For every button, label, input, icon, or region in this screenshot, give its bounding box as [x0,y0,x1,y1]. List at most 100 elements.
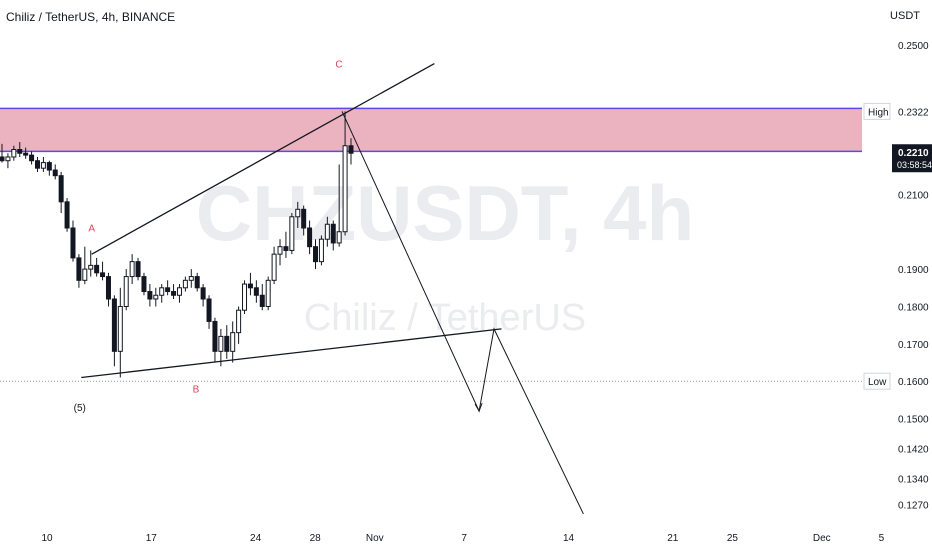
y-tick-label: 0.1500 [898,415,929,426]
x-tick-label: 21 [667,533,679,544]
high-tag-text: High [868,107,889,118]
candle-body [141,276,147,293]
candle-body [324,223,330,240]
candle-body [247,283,253,289]
candle-body [176,287,182,296]
high-tag-box [863,102,891,120]
x-tick-label: Nov [366,533,384,544]
low-tag-box [863,372,891,390]
candle-body [236,309,242,334]
currency-label: USDT [890,10,920,22]
candle-body [117,305,123,352]
candle-body [295,208,301,218]
candle-body [100,272,106,278]
last-price-value: 0.2210 [898,148,929,159]
candle-body [70,227,76,259]
resistance-zone [0,108,862,152]
candle-body [52,169,58,177]
candle-body [348,145,354,154]
candle-body [0,156,5,162]
candle-body [165,287,171,293]
candle-body [218,335,224,352]
wave-label-A: A [88,224,95,235]
candle-body [147,291,153,300]
x-tick-label: 25 [727,533,739,544]
candle-body [342,145,348,233]
candle-body [289,216,295,251]
candle-body [58,175,64,203]
candle-body [318,238,324,263]
high-tag-value: 0.2322 [898,107,929,118]
wave-label-B: B [193,384,200,395]
candle-body [88,264,94,270]
x-tick-label: Dec [813,533,831,544]
candle-body [40,162,46,169]
trendline-lower[interactable] [81,328,502,379]
projection-arrowhead [474,402,483,413]
candle-body [188,276,194,281]
projection-path[interactable] [341,111,584,515]
candle-body [64,201,70,229]
candle-body [265,279,271,307]
candle-body [11,149,17,158]
candle-body [29,154,35,162]
low-tag-value: 0.1600 [898,377,929,388]
candle-body [259,294,265,307]
y-tick-label: 0.1900 [898,265,929,276]
candle-body [307,227,313,248]
countdown-value: 03:58:54 [897,160,932,170]
candle-body [5,156,11,162]
price-axis[interactable] [862,0,932,550]
candle-body [330,223,336,244]
candle-body [171,291,177,296]
candle-body [153,294,159,300]
candle-body [277,246,283,255]
candle-body [206,298,212,322]
x-tick-label: 28 [310,533,322,544]
candle-body [129,261,135,278]
time-axis[interactable] [0,527,932,550]
candle-body [123,276,129,307]
x-tick-label: 10 [41,533,53,544]
watermark-symbol: CHZUSDT, 4h [196,169,694,257]
watermark-name: Chiliz / TetherUS [304,297,586,339]
x-tick-label: 14 [563,533,575,544]
x-tick-label: 7 [461,533,467,544]
trendline-upper[interactable] [91,62,435,255]
x-tick-label: 24 [250,533,262,544]
y-tick-label: 0.1700 [898,340,929,351]
candle-body [17,149,23,154]
y-tick-label: 0.1800 [898,302,929,313]
candle-body [82,268,88,281]
candle-body [46,162,52,171]
candle-body [194,276,200,289]
candle-body [313,246,319,263]
candle-body [224,335,230,352]
candle-body [34,160,40,169]
candle-body [111,298,117,352]
y-tick-label: 0.1420 [898,445,929,456]
low-tag-text: Low [868,377,887,388]
candle-body [230,332,236,352]
wave-label-5: (5) [74,403,86,414]
candle-body [271,253,277,281]
candle-body [159,287,165,296]
chart-title: Chiliz / TetherUS, 4h, BINANCE [6,10,176,24]
candle-body [76,257,82,281]
candle-body [283,246,289,251]
candle-body [200,287,206,300]
candle-body [253,287,259,296]
candle-body [182,279,188,289]
last-price-tag [892,144,932,173]
x-tick-label: 17 [146,533,158,544]
y-tick-label: 0.1270 [898,501,929,512]
candle-body [94,264,100,274]
y-tick-label: 0.2500 [898,41,929,52]
candle-body [23,152,29,156]
candle-body [135,261,141,278]
y-tick-label: 0.1340 [898,474,929,485]
x-tick-label: 5 [879,533,885,544]
candle-body [301,208,307,229]
